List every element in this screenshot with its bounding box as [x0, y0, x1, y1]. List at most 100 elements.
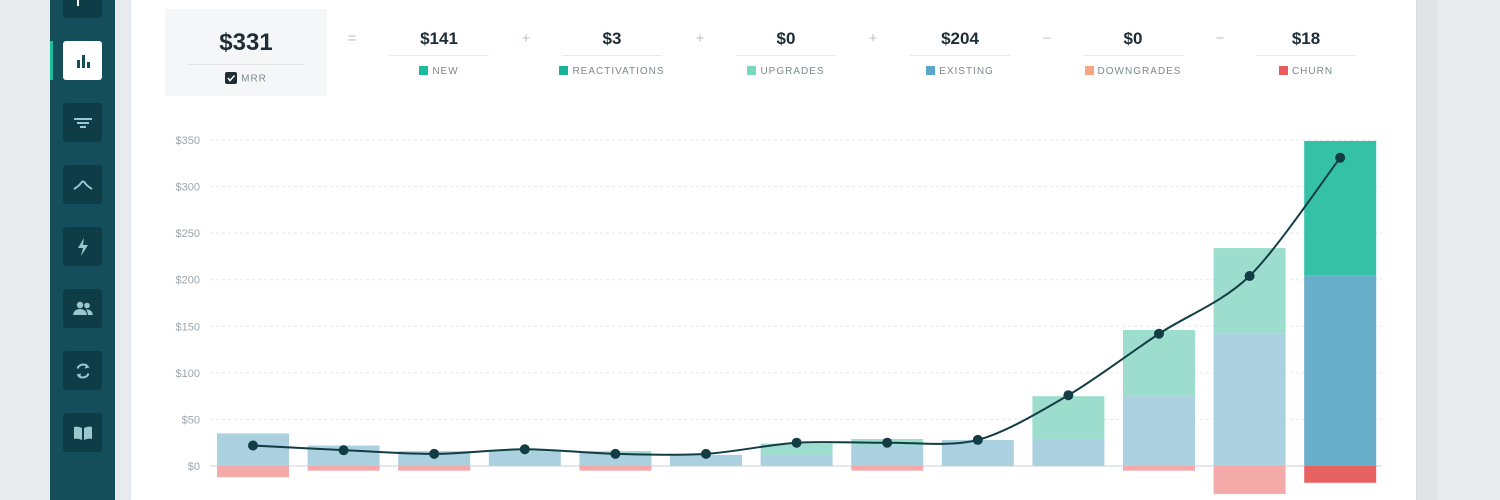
- sidebar-item-activity[interactable]: [63, 227, 102, 266]
- y-tick-label: $50: [182, 414, 200, 426]
- bar-new-growth: [1213, 248, 1286, 334]
- checkmark-icon: [227, 74, 236, 82]
- mrr-point: [1244, 270, 1255, 281]
- mrr-point: [429, 448, 440, 459]
- metric-divider: [389, 55, 489, 56]
- operator-5: −: [1215, 30, 1225, 47]
- mrr-toggle[interactable]: MRR: [165, 72, 327, 85]
- metric-value: $204: [941, 29, 979, 48]
- operator-2: +: [695, 30, 705, 47]
- metric-label: UPGRADES: [721, 65, 851, 77]
- y-tick-label: $200: [176, 275, 200, 287]
- sidebar-item-dashboard[interactable]: [63, 41, 102, 80]
- y-tick-label: $0: [188, 461, 200, 473]
- metric-label-text: CHURN: [1291, 66, 1334, 77]
- sidebar-item-docs[interactable]: [63, 413, 102, 452]
- operator-0: =: [347, 30, 357, 47]
- mrr-checkbox[interactable]: [225, 72, 238, 84]
- bar-existing: [1213, 333, 1286, 466]
- y-tick-label: $150: [176, 321, 200, 333]
- legend-swatch: [559, 65, 569, 75]
- mrr-point: [972, 434, 983, 445]
- mrr-label: MRR: [241, 73, 267, 85]
- metric-label: EXISTING: [895, 65, 1025, 77]
- refresh-icon: [76, 363, 89, 378]
- metric-value: $18: [1291, 29, 1321, 48]
- mrr-point: [791, 437, 802, 448]
- metric-card-new[interactable]: $141 NEW: [374, 9, 504, 96]
- mrr-point: [610, 448, 621, 459]
- metric-divider: [736, 55, 836, 56]
- main-panel: [131, 0, 1416, 500]
- legend-swatch: [1084, 65, 1094, 75]
- bar-existing: [760, 454, 833, 466]
- bar-existing: [1304, 275, 1377, 466]
- lightning-icon: [77, 237, 88, 256]
- metric-value: $0: [776, 29, 796, 48]
- metric-card-reactivations[interactable]: $3 REACTIVATIONS: [547, 9, 677, 96]
- mrr-point: [882, 437, 893, 448]
- metric-label: DOWNGRADES: [1068, 65, 1198, 77]
- metric-value: $3: [602, 29, 622, 48]
- bar-churn: [1304, 466, 1377, 483]
- book-icon: [73, 426, 92, 440]
- metric-card-churn[interactable]: $18 CHURN: [1241, 9, 1371, 96]
- y-tick-label: $100: [176, 368, 200, 380]
- bar-new-growth: [1123, 330, 1195, 397]
- metric-divider: [562, 55, 662, 56]
- legend-swatch: [1278, 65, 1288, 75]
- metric-label: CHURN: [1241, 65, 1371, 77]
- mrr-point: [248, 440, 258, 451]
- metric-label: NEW: [374, 65, 504, 77]
- bar-churn: [579, 466, 652, 471]
- legend-swatch: [419, 65, 429, 75]
- bar-new-growth: [1032, 396, 1105, 440]
- bar-existing: [851, 445, 924, 466]
- bar-new-growth: [760, 443, 833, 455]
- metric-card-existing[interactable]: $204 EXISTING: [895, 9, 1025, 96]
- sidebar-item-filters[interactable]: [63, 103, 102, 142]
- mrr-point: [1063, 390, 1074, 401]
- metric-card-downgrades[interactable]: $0 DOWNGRADES: [1068, 9, 1198, 96]
- mrr-point: [1335, 152, 1346, 163]
- operator-4: −: [1042, 30, 1052, 47]
- operator-1: +: [521, 30, 531, 47]
- sidebar-item-goals[interactable]: [63, 0, 102, 18]
- bar-new-growth: [1304, 140, 1377, 276]
- sidebar-item-trends[interactable]: [63, 165, 102, 204]
- metric-label-text: REACTIVATIONS: [572, 66, 665, 77]
- bar-existing: [579, 452, 652, 466]
- metric-label: REACTIVATIONS: [547, 65, 677, 77]
- bar-churn: [307, 466, 380, 471]
- operator-3: +: [868, 30, 878, 47]
- bar-churn: [398, 466, 471, 471]
- mrr-point: [701, 448, 711, 459]
- metric-label-text: NEW: [432, 66, 459, 77]
- mrr-divider: [187, 64, 305, 65]
- sidebar-active-indicator: [50, 41, 53, 80]
- y-tick-label: $300: [176, 182, 200, 194]
- sidebar-item-subscriptions[interactable]: [63, 351, 102, 390]
- curve-icon: [72, 180, 93, 190]
- mrr-summary-card[interactable]: $331 MRR: [165, 9, 327, 96]
- mrr-value: $331: [219, 29, 273, 56]
- sidebar-item-customers[interactable]: [63, 289, 102, 328]
- y-tick-label: $250: [176, 228, 200, 240]
- bar-existing: [1032, 439, 1105, 466]
- bar-churn: [1123, 466, 1195, 471]
- mrr-point: [519, 444, 530, 455]
- metric-value: $0: [1123, 29, 1143, 48]
- metric-divider: [1083, 55, 1183, 56]
- bar-churn: [1213, 466, 1286, 494]
- metric-divider: [910, 55, 1010, 56]
- panel-edge: [1416, 0, 1437, 500]
- bar-existing: [488, 452, 561, 466]
- bar-existing: [1123, 396, 1195, 466]
- legend-swatch: [926, 65, 936, 75]
- users-icon: [72, 301, 93, 315]
- metric-card-upgrades[interactable]: $0 UPGRADES: [721, 9, 851, 96]
- sidebar: [50, 0, 115, 500]
- mrr-point: [338, 445, 349, 456]
- bar-churn: [851, 466, 924, 471]
